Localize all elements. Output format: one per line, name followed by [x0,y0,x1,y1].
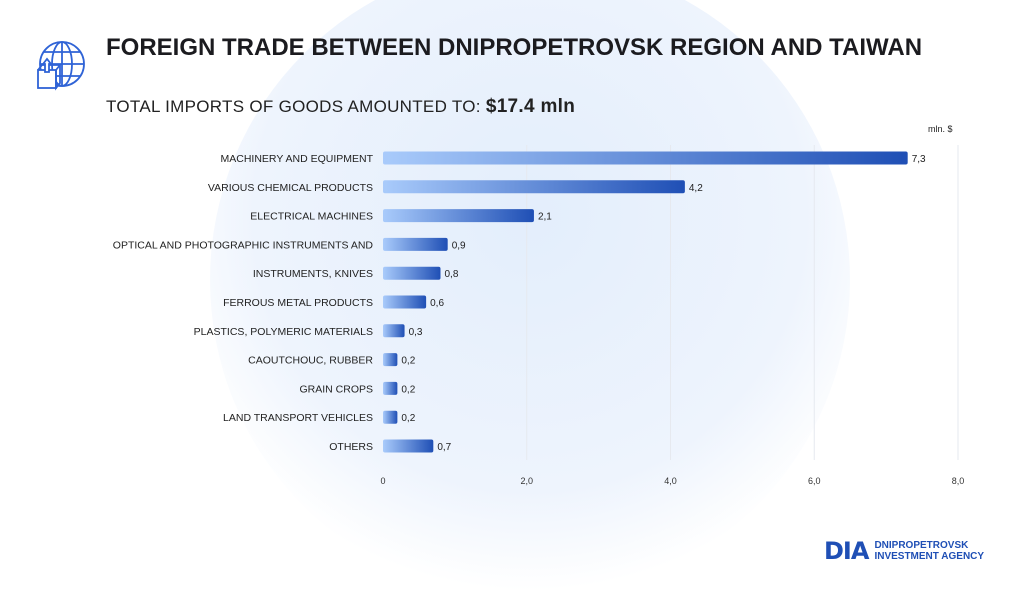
category-label: ELECTRICAL MACHINES [250,211,373,223]
logo-mark: DIA [824,537,869,565]
value-label: 0,9 [452,240,466,251]
category-label: LAND TRANSPORT VEHICLES [223,412,373,424]
value-label: 0,6 [430,298,444,309]
bar [383,237,448,251]
bar [383,266,441,280]
dia-logo: DIA DNIPROPETROVSK INVESTMENT AGENCY [824,537,984,565]
bar [383,324,405,338]
bar [383,295,427,309]
value-label: 4,2 [689,183,703,194]
background-shape [210,0,850,600]
category-label: INSTRUMENTS, KNIVES [253,268,373,280]
value-label: 0,2 [401,356,415,367]
category-label: MACHINERY AND EQUIPMENT [221,153,374,165]
logo-line2: INVESTMENT AGENCY [874,551,985,562]
bar-chart: MACHINERY AND EQUIPMENT 7,3 VARIOUS CHEMIC… [113,145,965,486]
category-label: PLASTICS, POLYMERIC MATERIALS [194,326,373,338]
category-label: FERROUS METAL PRODUCTS [223,297,373,309]
subtitle-label: TOTAL IMPORTS OF GOODS AMOUNTED TO: [106,97,481,116]
bar [383,410,398,424]
x-tick-label: 6,0 [808,476,821,486]
category-label: OTHERS [329,441,373,453]
value-label: 7,3 [912,154,926,165]
bar [383,439,434,453]
logo-line1: DNIPROPETROVSK [874,540,969,551]
bar [383,151,908,165]
category-label: VARIOUS CHEMICAL PRODUCTS [208,182,373,194]
value-label: 0,3 [409,327,423,338]
value-label: 0,2 [401,413,415,424]
x-tick-label: 0 [380,476,385,486]
x-tick-label: 8,0 [952,476,965,486]
x-tick-label: 2,0 [520,476,533,486]
x-tick-label: 4,0 [664,476,677,486]
page-title: FOREIGN TRADE BETWEEN DNIPROPETROVSK REG… [106,34,923,61]
subtitle: TOTAL IMPORTS OF GOODS AMOUNTED TO: $17.… [106,96,575,118]
total-imports-value: $17.4 mln [485,96,576,117]
category-label: GRAIN CROPS [299,383,373,395]
bar [383,180,685,194]
value-label: 0,7 [437,442,451,453]
category-label: OPTICAL AND PHOTOGRAPHIC INSTRUMENTS AND [113,239,374,251]
unit-label: mln. $ [928,124,953,134]
bar [383,209,534,223]
value-label: 0,8 [445,269,459,280]
value-label: 2,1 [538,212,552,223]
category-label: CAOUTCHOUC, RUBBER [248,355,373,367]
bar [383,353,398,367]
bar [383,381,398,395]
globe-export-icon [34,38,90,99]
value-label: 0,2 [401,384,415,395]
